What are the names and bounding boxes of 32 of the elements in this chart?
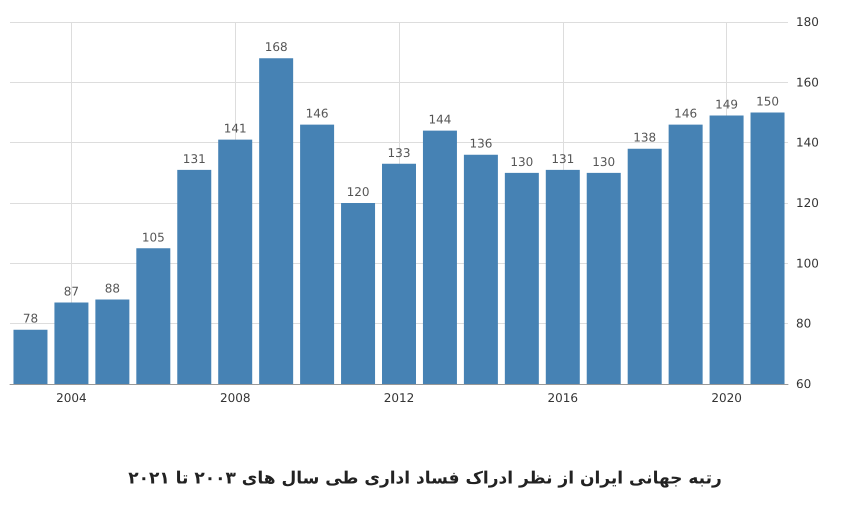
data-label: 149 (715, 98, 738, 112)
y-tick-label: 120 (796, 196, 819, 210)
data-label: 131 (182, 152, 206, 166)
data-label: 87 (64, 284, 80, 299)
data-label: 130 (592, 154, 616, 169)
data-label: 146 (674, 106, 698, 121)
x-tick-label: 2016 (548, 391, 578, 405)
x-tick-label: 2004 (56, 391, 87, 405)
text: رتبه جهانی ایران از نظر ادراک فساد اداری طی سال های ۲۰۰۳ تا ۲۰۲۱ (128, 468, 722, 488)
data-label: 138 (633, 130, 656, 145)
data-label: 130 (510, 154, 534, 169)
data-label: 78 (22, 312, 38, 326)
x-tick-label: 2012 (384, 391, 414, 405)
data-label: 144 (428, 112, 452, 127)
data-label: 131 (551, 152, 574, 166)
x-tick-label: 2008 (220, 391, 250, 405)
y-tick-label: 80 (796, 316, 812, 331)
x-tick-label: 2020 (711, 391, 742, 405)
data-label: 88 (104, 282, 120, 296)
data-label: 105 (142, 230, 165, 244)
data-label: 168 (264, 40, 288, 54)
y-tick-label: 60 (796, 377, 812, 391)
data-label: 136 (469, 136, 492, 151)
y-tick-label: 140 (796, 136, 819, 150)
data-label: 141 (224, 122, 247, 136)
y-tick-label: 100 (796, 256, 819, 270)
data-label: 120 (346, 185, 370, 199)
data-label: 146 (306, 106, 329, 121)
data-label: 150 (756, 94, 779, 108)
y-tick-label: 180 (796, 15, 819, 29)
data-label: 133 (388, 146, 410, 160)
y-tick-label: 160 (796, 75, 819, 90)
